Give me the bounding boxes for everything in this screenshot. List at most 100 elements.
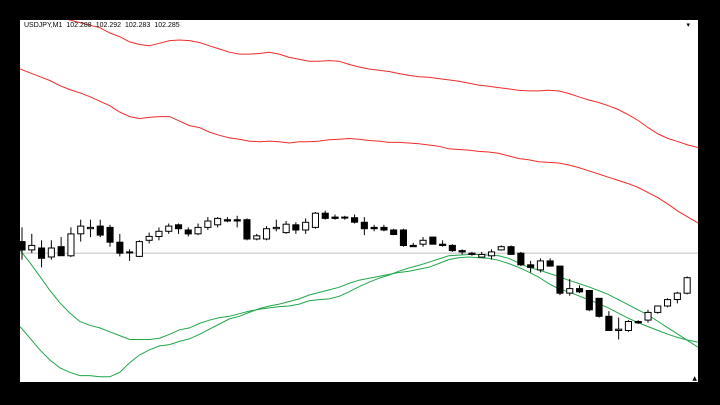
candle [390,228,398,236]
candle-body-bull [86,226,95,230]
candle [126,249,134,261]
candle-body-bear [458,250,466,253]
candle-body-bull [566,288,574,294]
candle [488,249,496,260]
candle-body-bull [497,246,505,251]
candle-body-bear [546,260,554,267]
candle-body-bull [155,230,163,238]
candle-body-bear [439,243,447,246]
candle-body-bull [419,239,427,245]
candle [517,251,525,267]
candle [360,217,368,236]
candle [605,311,613,331]
candle-body-bear [341,216,349,219]
candle [478,251,486,258]
candle-body-bull [654,305,662,313]
candle [644,309,652,323]
candle-body-bear [595,297,603,317]
price-chart-svg [20,20,698,378]
candle [96,219,104,238]
candle-body-bull [28,244,36,251]
candle [175,223,183,234]
candle-body-bear [223,219,231,222]
candle-body-bear [605,315,613,331]
candle [116,233,124,257]
candle [585,290,593,312]
corner-marker-icon: ▲ [692,375,697,382]
candle [302,218,310,234]
candle [253,233,261,241]
candle [546,258,554,267]
candle-body-bear [20,241,26,251]
candle-body-bear [116,241,124,254]
candle-body-bear [360,221,368,230]
candle-body-bear [370,226,378,230]
candle [263,226,271,241]
candle-body-bear [57,246,65,257]
candle [664,298,672,308]
candle [419,237,427,247]
candle-body-bull [311,212,319,228]
candle-body-bull [194,226,202,235]
candle [409,242,417,248]
bands-layer [20,20,698,378]
candle [57,237,65,257]
candle [527,260,535,273]
candle-body-bear [448,244,456,252]
candle [654,305,662,314]
candle-body-bear [175,224,183,230]
candle-body-bear [321,212,329,219]
candle [634,320,642,325]
candle [20,227,26,260]
candle [439,240,447,247]
candle-body-bull [282,223,290,234]
candle [468,251,476,256]
candle [28,233,36,254]
candle [184,227,192,237]
candle-body-bear [429,236,437,245]
candle-body-bear [634,321,642,324]
ohlc-low: 102.283 [125,22,151,29]
candle [38,240,46,268]
candle-body-bear [556,265,564,294]
autoscroll-arrow-icon[interactable]: ▾ [686,21,690,29]
candle [311,211,319,229]
candle [536,258,545,273]
candle [233,215,241,228]
candle-body-bull [683,277,691,294]
band-line-upper-inner [20,68,698,224]
candle [351,214,359,224]
candle [321,210,329,220]
candle [615,317,623,340]
candle [135,240,143,258]
candle [292,222,300,234]
candle-body-bull [536,260,545,271]
candle [576,285,584,294]
chart-area[interactable]: USDJPY,M1 102.288 102.292 102.283 102.28… [20,20,698,382]
candle [47,240,55,260]
candle-body-bull [302,221,310,231]
band-line-upper-outer [67,20,698,148]
candle [106,224,114,247]
candle [67,227,75,258]
candle-body-bull [624,321,633,331]
candle [429,236,437,245]
ohlc-open: 102.288 [66,22,92,29]
candle-body-bull [77,225,85,235]
candle [370,224,378,232]
candle [595,297,603,318]
candle [165,223,173,234]
candle-body-bull [47,247,55,258]
candle-body-bull [204,220,212,228]
candle [458,249,466,255]
candle [155,227,163,241]
candle-body-bull [135,241,143,257]
candle [243,218,251,241]
candle-body-bull [615,328,623,332]
candle [341,215,349,220]
candle-body-bull [664,299,672,307]
candle-body-bear [243,219,251,240]
candle-body-bear [380,226,388,231]
candle [497,245,505,251]
candle [624,320,633,332]
